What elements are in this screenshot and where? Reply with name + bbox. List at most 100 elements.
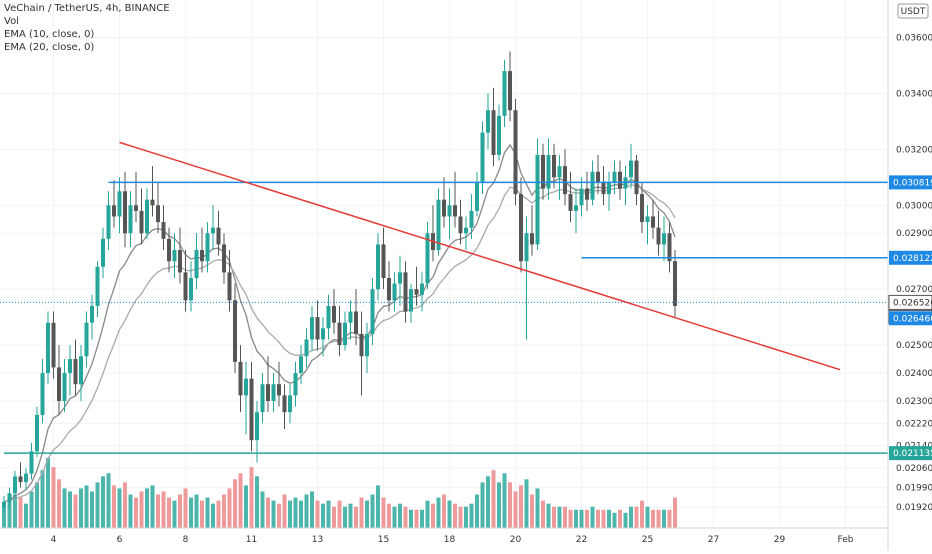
candle-body	[57, 367, 61, 401]
volume-bars	[2, 458, 677, 528]
trend-lines[interactable]	[119, 141, 841, 371]
volume-bar	[557, 506, 562, 528]
candle-body	[216, 227, 221, 245]
volume-bar	[244, 485, 248, 528]
price-badge-low	[889, 311, 932, 326]
volume-bar	[673, 497, 677, 528]
volume-bar	[596, 509, 600, 528]
volume-bar	[453, 503, 457, 528]
candle-body	[425, 233, 430, 284]
volume-bar	[227, 488, 232, 528]
volume-bar	[475, 494, 479, 528]
candle-body	[117, 191, 122, 217]
candle-body	[398, 272, 402, 284]
volume-bar	[491, 470, 496, 528]
volume-bar	[579, 509, 584, 528]
candle-body	[332, 305, 336, 323]
candle-body	[321, 328, 325, 340]
volume-bar	[24, 503, 28, 528]
volume-bar	[425, 500, 430, 528]
volume-bar	[601, 509, 606, 528]
candle-body	[436, 199, 441, 251]
candle-body	[167, 238, 171, 262]
volume-bar	[90, 491, 94, 528]
volume-bar	[343, 506, 347, 528]
candle-body	[387, 277, 391, 301]
volume-bar	[436, 497, 441, 528]
candle-body	[326, 305, 331, 329]
volume-bar	[568, 509, 573, 528]
candle-body	[453, 205, 457, 217]
candle-body	[249, 378, 254, 441]
candle-body	[304, 339, 309, 357]
candle-body	[2, 501, 6, 508]
volume-bar	[18, 497, 23, 528]
ema20-legend[interactable]: EMA (20, close, 0)	[4, 42, 95, 53]
candle-body	[469, 210, 474, 228]
candle-body	[205, 233, 210, 262]
candle-body	[662, 233, 666, 245]
volume-bar	[73, 494, 78, 528]
candle-body	[590, 171, 595, 200]
volume-bar	[574, 509, 578, 528]
volume-bar	[95, 482, 100, 528]
ema10-legend[interactable]: EMA (10, close, 0)	[4, 29, 95, 40]
volume-bar	[618, 509, 622, 528]
candle-body	[403, 272, 408, 312]
volume-bar	[51, 467, 56, 528]
candle-body	[464, 227, 468, 234]
candle-body	[420, 283, 424, 295]
volume-bar	[233, 479, 237, 528]
candle-body	[73, 359, 78, 385]
candle-body	[546, 154, 551, 189]
candle-body	[629, 160, 633, 178]
candle-body	[596, 171, 600, 183]
volume-bar	[530, 494, 534, 528]
x-tick-label: 18	[444, 535, 456, 545]
candle-body	[486, 110, 490, 133]
candle-body	[84, 322, 89, 357]
candle-body	[645, 216, 650, 223]
x-tick-label: 25	[642, 535, 653, 545]
volume-bar	[442, 494, 446, 528]
candle-body	[161, 222, 166, 239]
candle-body	[106, 205, 111, 239]
candle-body	[502, 71, 507, 116]
currency-box	[897, 3, 929, 19]
x-tick-label: 4	[51, 535, 57, 545]
volume-legend[interactable]: Vol	[4, 16, 19, 27]
volume-bar	[156, 494, 160, 528]
volume-bar	[337, 500, 342, 528]
candle-body	[337, 322, 342, 346]
symbol-title[interactable]: VeChain / TetherUS, 4h, BINANCE	[4, 3, 170, 14]
candle-body	[299, 356, 303, 374]
candle-body	[79, 356, 83, 385]
candle-body	[128, 205, 133, 234]
x-tick-label: 13	[312, 535, 323, 545]
volume-bar	[420, 509, 424, 528]
volume-bar	[222, 494, 226, 528]
volume-bar	[667, 509, 672, 528]
candle-body	[183, 272, 188, 301]
chart-legend: VeChain / TetherUS, 4h, BINANCE Vol EMA …	[4, 2, 170, 54]
candle-body	[95, 266, 100, 306]
candle-body	[233, 300, 237, 362]
candle-body	[266, 384, 270, 401]
volume-bar	[293, 497, 298, 528]
volume-bar	[150, 485, 155, 528]
volume-bar	[634, 506, 639, 528]
volume-bar	[117, 488, 122, 528]
candle-body	[90, 305, 94, 323]
volume-bar	[502, 473, 507, 528]
candle-body	[563, 166, 567, 195]
volume-bar	[392, 506, 397, 528]
candle-body	[51, 322, 56, 368]
candle-body	[497, 115, 501, 155]
candle-body	[150, 199, 155, 206]
candle-body	[178, 250, 182, 273]
horizontal-levels[interactable]	[0, 181, 888, 454]
